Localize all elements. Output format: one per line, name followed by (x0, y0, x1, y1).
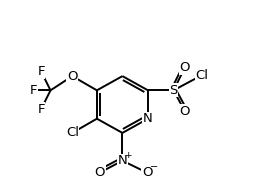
Text: F: F (37, 103, 45, 116)
Text: F: F (30, 84, 37, 97)
Text: O: O (67, 70, 77, 83)
Text: −: − (150, 162, 158, 172)
Text: O: O (180, 105, 190, 118)
Text: Cl: Cl (66, 126, 79, 139)
Text: F: F (37, 65, 45, 78)
Text: O: O (142, 166, 152, 179)
Text: O: O (94, 166, 105, 179)
Text: S: S (169, 84, 178, 97)
Text: N: N (118, 154, 127, 167)
Text: +: + (124, 151, 132, 160)
Text: O: O (180, 61, 190, 74)
Text: N: N (143, 112, 153, 125)
Text: Cl: Cl (196, 69, 209, 82)
